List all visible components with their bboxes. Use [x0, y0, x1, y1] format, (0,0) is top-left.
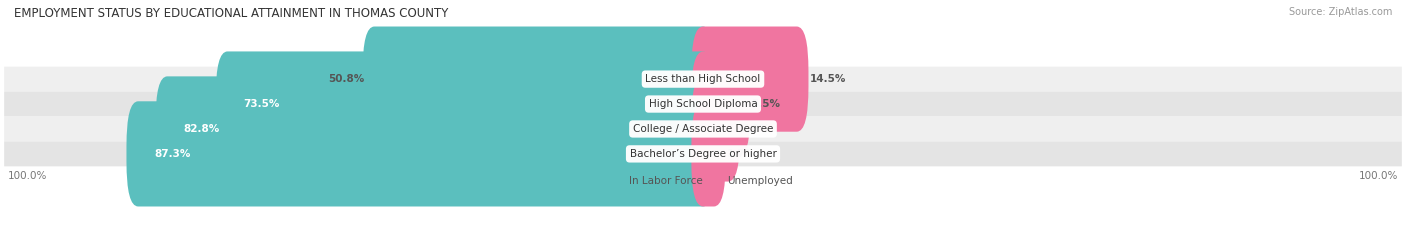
Legend: In Labor Force, Unemployed: In Labor Force, Unemployed [609, 172, 797, 190]
Text: 5.5%: 5.5% [752, 99, 780, 109]
Text: 1.7%: 1.7% [727, 149, 756, 159]
Text: Less than High School: Less than High School [645, 74, 761, 84]
FancyBboxPatch shape [4, 141, 1402, 166]
Text: 3.9%: 3.9% [741, 124, 770, 134]
FancyBboxPatch shape [363, 27, 714, 132]
FancyBboxPatch shape [4, 92, 1402, 116]
Text: Bachelor’s Degree or higher: Bachelor’s Degree or higher [630, 149, 776, 159]
Text: College / Associate Degree: College / Associate Degree [633, 124, 773, 134]
FancyBboxPatch shape [692, 27, 808, 132]
Text: 14.5%: 14.5% [810, 74, 846, 84]
FancyBboxPatch shape [692, 51, 751, 157]
FancyBboxPatch shape [4, 116, 1402, 141]
Text: 100.0%: 100.0% [1360, 171, 1399, 181]
FancyBboxPatch shape [4, 67, 1402, 92]
Text: 87.3%: 87.3% [155, 149, 191, 159]
Text: EMPLOYMENT STATUS BY EDUCATIONAL ATTAINMENT IN THOMAS COUNTY: EMPLOYMENT STATUS BY EDUCATIONAL ATTAINM… [14, 7, 449, 20]
FancyBboxPatch shape [692, 76, 740, 182]
FancyBboxPatch shape [156, 76, 714, 182]
FancyBboxPatch shape [215, 51, 714, 157]
Text: High School Diploma: High School Diploma [648, 99, 758, 109]
Text: 50.8%: 50.8% [329, 74, 364, 84]
Text: 100.0%: 100.0% [7, 171, 46, 181]
FancyBboxPatch shape [127, 101, 714, 206]
Text: 82.8%: 82.8% [183, 124, 219, 134]
Text: 73.5%: 73.5% [243, 99, 280, 109]
FancyBboxPatch shape [692, 101, 725, 206]
Text: Source: ZipAtlas.com: Source: ZipAtlas.com [1288, 7, 1392, 17]
